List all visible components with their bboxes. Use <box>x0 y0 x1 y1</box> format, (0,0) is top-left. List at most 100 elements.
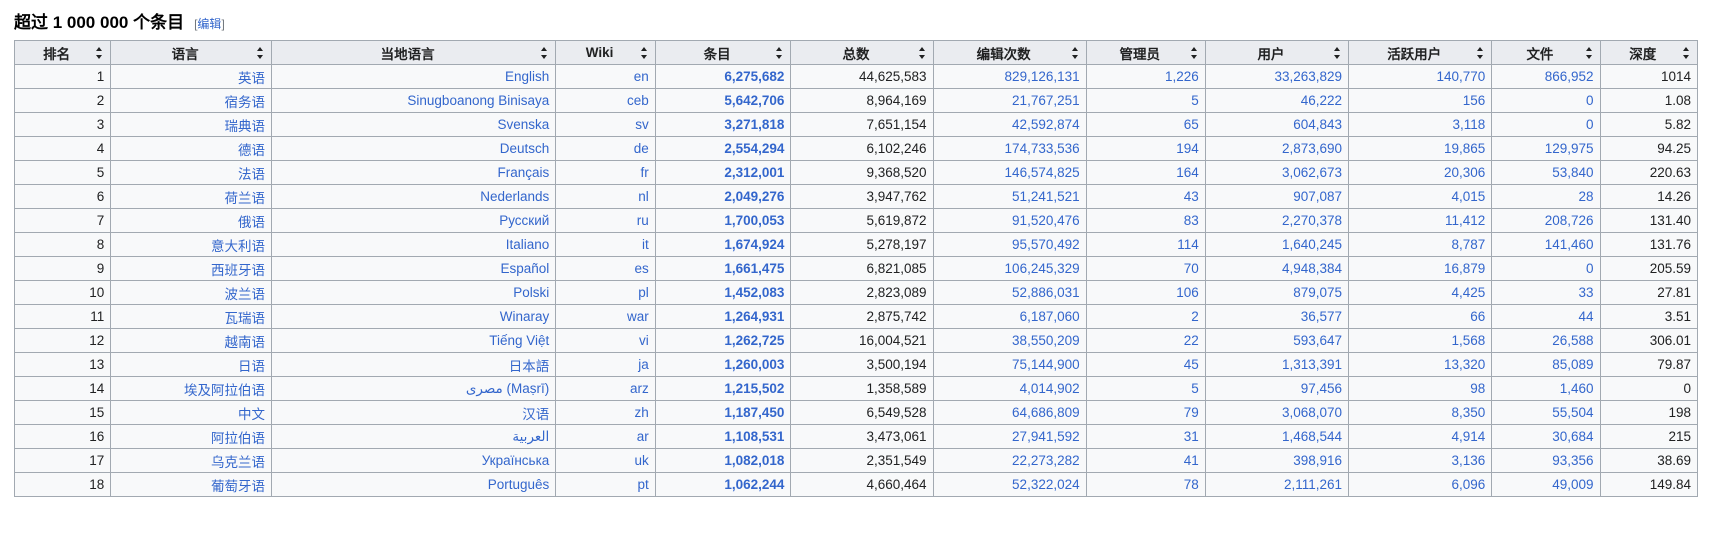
link-files[interactable]: 0 <box>1586 117 1594 132</box>
link-active[interactable]: 11,412 <box>1445 213 1486 228</box>
link-files[interactable]: 141,460 <box>1544 237 1594 252</box>
link-articles[interactable]: 2,554,294 <box>724 141 785 156</box>
link-admins[interactable]: 45 <box>1183 357 1199 372</box>
link-edits[interactable]: 95,570,492 <box>1012 237 1080 252</box>
link-files[interactable]: 1,460 <box>1559 381 1594 396</box>
link-articles[interactable]: 1,452,083 <box>724 285 785 300</box>
link-language[interactable]: 瑞典语 <box>224 118 265 134</box>
link-language[interactable]: 日语 <box>237 358 265 374</box>
link-edits[interactable]: 4,014,902 <box>1019 381 1080 396</box>
link-admins[interactable]: 70 <box>1183 261 1199 276</box>
link-admins[interactable]: 22 <box>1183 333 1199 348</box>
link-active[interactable]: 20,306 <box>1444 165 1486 180</box>
link-wiki[interactable]: en <box>633 69 649 84</box>
link-articles[interactable]: 5,642,706 <box>724 93 785 108</box>
link-active[interactable]: 1,568 <box>1451 333 1486 348</box>
link-active[interactable]: 3,118 <box>1452 117 1486 132</box>
link-active[interactable]: 19,865 <box>1444 141 1486 156</box>
sort-icon[interactable] <box>918 46 926 59</box>
link-admins[interactable]: 164 <box>1176 165 1199 180</box>
link-admins[interactable]: 79 <box>1183 405 1199 420</box>
link-local[interactable]: Nederlands <box>480 189 550 204</box>
edit-section-link[interactable]: [编辑] <box>194 15 225 32</box>
link-local[interactable]: Svenska <box>497 117 550 132</box>
column-header-wiki[interactable]: Wiki <box>555 40 656 65</box>
link-files[interactable]: 53,840 <box>1552 165 1594 180</box>
link-files[interactable]: 28 <box>1578 189 1594 204</box>
link-language[interactable]: 宿务语 <box>224 94 265 110</box>
link-edits[interactable]: 64,686,809 <box>1012 405 1080 420</box>
link-wiki[interactable]: ru <box>636 213 649 228</box>
link-active[interactable]: 16,879 <box>1444 261 1486 276</box>
link-local[interactable]: مصرى (Maṣrī) <box>465 380 550 396</box>
link-language[interactable]: 中文 <box>237 406 265 422</box>
link-wiki[interactable]: it <box>642 237 649 252</box>
link-articles[interactable]: 2,312,001 <box>724 165 785 180</box>
link-language[interactable]: 荷兰语 <box>224 190 265 206</box>
link-local[interactable]: Polski <box>513 285 550 300</box>
link-articles[interactable]: 2,049,276 <box>724 189 785 204</box>
sort-icon[interactable] <box>1334 46 1341 59</box>
link-users[interactable]: 97,456 <box>1300 381 1343 396</box>
link-users[interactable]: 2,111,261 <box>1284 477 1343 492</box>
link-users[interactable]: 46,222 <box>1300 93 1343 108</box>
link-users[interactable]: 398,916 <box>1293 453 1343 468</box>
column-header-language[interactable]: 语言 <box>110 40 272 65</box>
link-edits[interactable]: 52,322,024 <box>1012 477 1080 492</box>
link-edits[interactable]: 75,144,900 <box>1012 357 1080 372</box>
link-files[interactable]: 26,588 <box>1552 333 1594 348</box>
link-wiki[interactable]: zh <box>634 405 649 420</box>
link-edits[interactable]: 22,273,282 <box>1012 453 1080 468</box>
link-active[interactable]: 6,096 <box>1451 477 1486 492</box>
link-users[interactable]: 2,873,690 <box>1282 141 1343 156</box>
link-users[interactable]: 36,577 <box>1300 309 1343 324</box>
link-users[interactable]: 4,948,384 <box>1282 261 1343 276</box>
link-local[interactable]: 汉语 <box>522 406 550 422</box>
link-language[interactable]: 法语 <box>237 166 265 182</box>
link-files[interactable]: 55,504 <box>1552 405 1594 420</box>
link-files[interactable]: 208,726 <box>1544 213 1594 228</box>
link-articles[interactable]: 1,062,244 <box>724 477 785 492</box>
link-articles[interactable]: 1,262,725 <box>724 333 785 348</box>
link-articles[interactable]: 1,108,531 <box>724 429 785 444</box>
link-edits[interactable]: 174,733,536 <box>1004 141 1080 156</box>
link-admins[interactable]: 106 <box>1176 285 1199 300</box>
link-articles[interactable]: 1,674,924 <box>724 237 785 252</box>
link-files[interactable]: 0 <box>1586 261 1594 276</box>
link-language[interactable]: 瓦瑞语 <box>224 310 265 326</box>
link-wiki[interactable]: sv <box>635 117 649 132</box>
link-local[interactable]: العربية <box>512 428 550 444</box>
link-language[interactable]: 葡萄牙语 <box>210 478 265 494</box>
link-wiki[interactable]: pt <box>637 477 649 492</box>
link-active[interactable]: 4,425 <box>1451 285 1486 300</box>
column-header-active-users[interactable]: 活跃用户 <box>1348 40 1493 65</box>
link-articles[interactable]: 1,082,018 <box>724 453 785 468</box>
link-edits[interactable]: 106,245,329 <box>1004 261 1080 276</box>
link-local[interactable]: Українська <box>481 453 550 468</box>
link-files[interactable]: 0 <box>1586 93 1594 108</box>
sort-icon[interactable] <box>96 46 103 59</box>
link-edits[interactable]: 829,126,131 <box>1004 69 1080 84</box>
link-wiki[interactable]: ceb <box>627 93 649 108</box>
sort-icon[interactable] <box>256 46 264 59</box>
edit-link-label[interactable]: 编辑 <box>197 17 222 31</box>
link-local[interactable]: Tiếng Việt <box>489 333 550 348</box>
link-admins[interactable]: 78 <box>1183 477 1199 492</box>
link-users[interactable]: 879,075 <box>1293 285 1343 300</box>
link-active[interactable]: 4,914 <box>1451 429 1486 444</box>
link-active[interactable]: 4,015 <box>1451 189 1486 204</box>
link-files[interactable]: 866,952 <box>1544 69 1594 84</box>
link-users[interactable]: 604,843 <box>1293 117 1343 132</box>
link-users[interactable]: 3,062,673 <box>1282 165 1343 180</box>
link-wiki[interactable]: pl <box>638 285 649 300</box>
link-wiki[interactable]: de <box>633 141 649 156</box>
link-language[interactable]: 埃及阿拉伯语 <box>183 382 265 398</box>
link-admins[interactable]: 43 <box>1183 189 1199 204</box>
column-header-users[interactable]: 用户 <box>1204 40 1350 65</box>
column-header-articles[interactable]: 条目 <box>654 40 792 65</box>
link-active[interactable]: 8,350 <box>1451 405 1486 420</box>
link-files[interactable]: 44 <box>1578 309 1594 324</box>
link-admins[interactable]: 5 <box>1191 93 1199 108</box>
link-users[interactable]: 1,313,391 <box>1282 357 1343 372</box>
link-articles[interactable]: 6,275,682 <box>724 69 785 84</box>
